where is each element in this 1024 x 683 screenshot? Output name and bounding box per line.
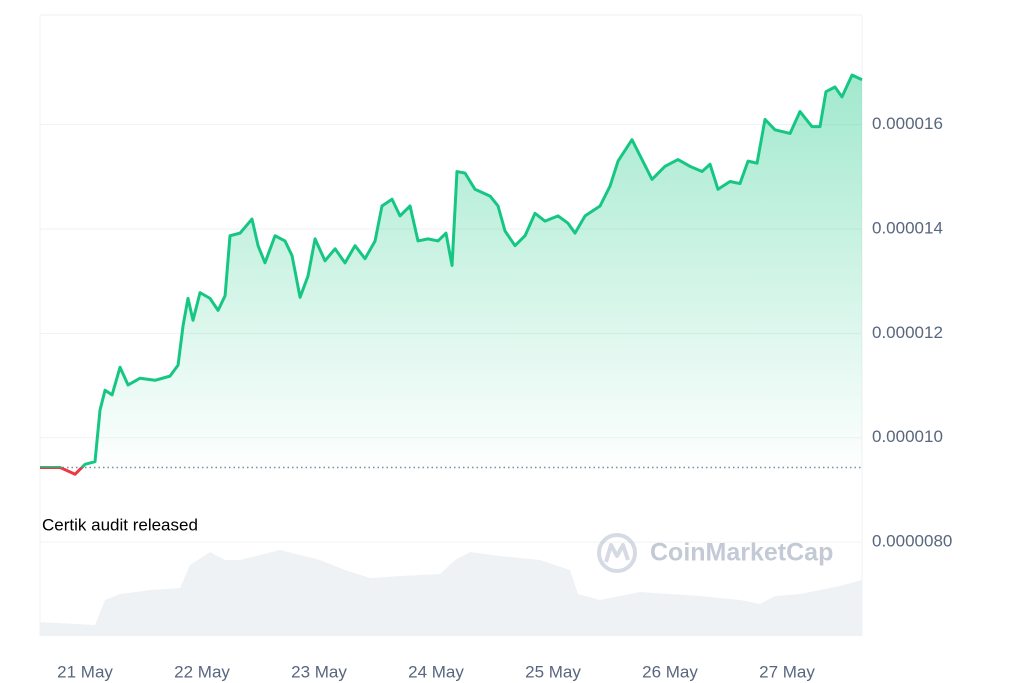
watermark-logo xyxy=(597,533,637,573)
plot: 0.0000080 0.000010 0.000012 0.000014 0.00001… xyxy=(39,14,952,681)
x-tick-label: 21 May xyxy=(57,662,113,681)
x-tick-label: 26 May xyxy=(642,662,698,681)
watermark: CoinMarketCap xyxy=(650,539,833,567)
x-tick-label: 22 May xyxy=(174,662,230,681)
price-line xyxy=(40,73,863,468)
annotation: Certik audit released xyxy=(42,515,198,534)
y-tick-label: 0.000010 xyxy=(872,427,943,446)
y-tick-label: 0.000016 xyxy=(872,114,943,133)
x-tick-label: 23 May xyxy=(291,662,347,681)
x-tick-label: 25 May xyxy=(525,662,581,681)
price-fill xyxy=(40,75,862,475)
volume-area xyxy=(40,550,862,636)
y-tick-label: 0.000014 xyxy=(872,218,943,237)
x-tick-label: 24 May xyxy=(408,662,464,681)
y-tick-label: 0.000012 xyxy=(872,323,943,342)
x-tick-label: 27 May xyxy=(759,662,815,681)
y-tick-label: 0.0000080 xyxy=(872,532,952,551)
